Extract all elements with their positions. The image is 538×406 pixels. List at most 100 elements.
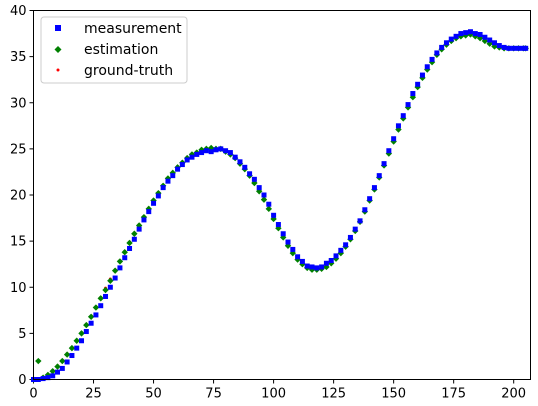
measurement-point [477, 31, 483, 37]
measurement-point [40, 376, 46, 382]
measurement-point [275, 222, 281, 228]
measurement-point [179, 162, 185, 168]
measurement-point [496, 43, 502, 49]
measurement-point [184, 157, 190, 163]
measurement-point [237, 159, 243, 165]
estimation-point [131, 230, 138, 237]
measurement-point [343, 242, 349, 248]
measurement-point [146, 209, 152, 215]
measurement-point [367, 196, 373, 202]
estimation-point [424, 66, 431, 73]
x-tick-label: 75 [205, 387, 222, 402]
axis-ticks: 0 25 50 75 100 125 150 175 200 0 5 10 15 20 25 30 35 40 [10, 4, 526, 402]
measurement-point [223, 148, 229, 154]
legend-marker-ground-truth [56, 68, 60, 72]
measurement-point [251, 176, 257, 182]
measurement-point [69, 353, 75, 359]
measurement-point [213, 147, 219, 153]
estimation-point [68, 344, 76, 352]
measurement-point [266, 201, 272, 207]
measurement-point [203, 148, 209, 154]
measurement-point [285, 239, 291, 245]
measurement-point [295, 254, 301, 260]
measurement-point [314, 265, 320, 271]
legend-box [40, 16, 188, 84]
measurement-point [467, 29, 473, 35]
measurement-point [523, 45, 529, 51]
x-tick-label: 0 [29, 387, 37, 402]
measurement-point [386, 148, 392, 154]
measurement-point [290, 246, 296, 252]
measurement-point [458, 31, 464, 37]
legend-label-measurement: measurement [84, 21, 182, 37]
measurement-point [218, 146, 224, 152]
estimation-point [126, 239, 133, 247]
measurement-point [362, 207, 368, 213]
legend-marker-estimation [54, 46, 62, 53]
measurement-point [419, 72, 425, 78]
measurement-point [400, 113, 406, 119]
measurement-point [472, 31, 478, 37]
measurement-point [170, 173, 176, 179]
estimation-point [49, 367, 56, 375]
measurement-point [328, 257, 334, 263]
legend-label-estimation: estimation [84, 42, 158, 58]
y-tick-label: 25 [10, 142, 27, 157]
measurement-point [103, 293, 109, 299]
measurement-point [175, 166, 181, 172]
measurement-point [443, 40, 449, 46]
measurement-point [410, 91, 416, 97]
measurement-point [299, 258, 305, 264]
measurement-point [448, 36, 454, 42]
measurement-point [107, 284, 113, 290]
measurement-point [232, 154, 238, 160]
measurement-point [347, 234, 353, 240]
measurement-point [439, 44, 445, 50]
measurement-point [511, 45, 517, 51]
estimation-point [54, 363, 61, 370]
measurement-point [59, 365, 65, 371]
y-tick-label: 20 [10, 189, 27, 204]
estimation-point [265, 205, 272, 213]
measurement-point [165, 178, 171, 184]
y-tick-label: 0 [18, 373, 26, 388]
estimation-point [457, 33, 465, 40]
measurement-point [194, 151, 200, 157]
measurement-point [319, 264, 325, 270]
x-tick-label: 150 [381, 387, 406, 402]
legend-marker-measurement [55, 25, 61, 31]
measurement-point [371, 185, 377, 191]
measurement-point [242, 164, 248, 170]
measurement-point [338, 247, 344, 253]
measurement-point [208, 149, 214, 155]
measurement-point [434, 50, 440, 56]
estimation-point [83, 321, 90, 329]
measurement-point [227, 150, 233, 156]
measurement-point [515, 45, 521, 51]
measurement-point [333, 253, 339, 259]
legend: measurement estimation ground-truth [40, 16, 188, 84]
estimation-point [35, 357, 42, 365]
measurement-point [280, 231, 286, 237]
measurement-point [141, 217, 147, 223]
measurement-point [261, 192, 267, 198]
measurement-point [79, 338, 85, 344]
estimation-points [30, 31, 529, 383]
measurement-point [127, 246, 133, 252]
measurement-point [491, 40, 497, 46]
estimation-point [63, 351, 71, 358]
measurement-point [487, 37, 493, 43]
measurement-point [64, 359, 70, 365]
measurement-point [88, 320, 94, 326]
legend-label-ground-truth: ground-truth [84, 63, 173, 79]
estimation-point [87, 313, 95, 320]
estimation-point [116, 258, 124, 265]
measurement-point [83, 329, 89, 335]
x-tick-label: 175 [441, 387, 466, 402]
estimation-point [260, 196, 268, 203]
measurement-point [74, 345, 80, 351]
estimation-point [73, 337, 80, 344]
measurement-point [117, 265, 123, 271]
